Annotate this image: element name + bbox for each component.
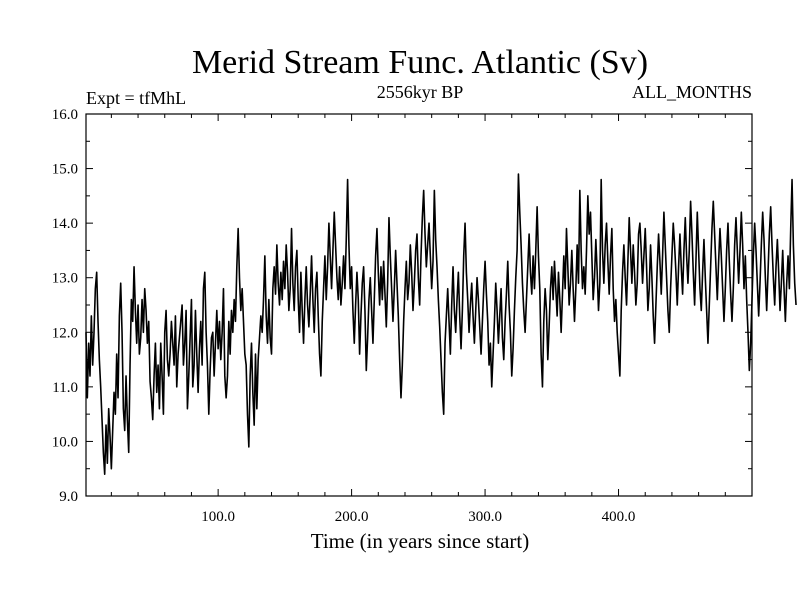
y-tick-label: 12.0	[52, 325, 78, 341]
series-line	[85, 173, 797, 475]
y-tick-label: 13.0	[52, 271, 78, 287]
y-tick-label: 16.0	[52, 107, 78, 123]
chart-title: Merid Stream Func. Atlantic (Sv)	[192, 44, 648, 81]
x-tick-label: 200.0	[335, 509, 369, 525]
x-tick-label: 400.0	[602, 509, 636, 525]
y-tick-label: 11.0	[52, 380, 78, 396]
y-tick-label: 10.0	[52, 434, 78, 450]
y-tick-label: 15.0	[52, 162, 78, 178]
plot-area: 9.0 10.0 11.0 12.0 13.0 14.0 15.0 16.0 100.0 200.…	[52, 107, 797, 525]
x-axis-label: Time (in years since start)	[311, 529, 530, 553]
time-label: 2556kyr BP	[377, 82, 464, 102]
x-tick-label: 300.0	[468, 509, 502, 525]
y-tick-label: 14.0	[52, 216, 78, 232]
y-tick-label: 9.0	[59, 489, 78, 505]
months-label: ALL_MONTHS	[632, 82, 752, 102]
x-tick-label: 100.0	[201, 509, 235, 525]
experiment-label: Expt = tfMhL	[86, 88, 186, 108]
